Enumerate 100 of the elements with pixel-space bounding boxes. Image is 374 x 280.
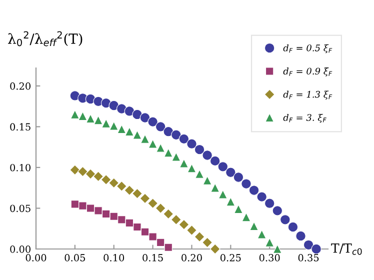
point (194, 232, 205, 242)
point (303, 240, 314, 250)
point (172, 152, 181, 162)
point (186, 225, 197, 236)
point (148, 116, 158, 127)
point (257, 230, 266, 239)
x-tick-label: 0.35 (298, 254, 319, 262)
point (117, 124, 126, 134)
point (226, 197, 236, 206)
legend-label: d$_{F}$ = 3. ξ$_{F}$ (283, 114, 326, 123)
point (272, 244, 282, 254)
point (170, 214, 182, 225)
y-axis-title: λ$_{0}$$^{2}$/λ$_{eff}$$^{2}$(T) (8, 31, 82, 46)
legend-label: d$_{F}$ = 0.5 ξ$_{F}$ (283, 44, 332, 54)
point (124, 127, 134, 136)
y-tick-label: 0.15 (10, 123, 30, 131)
point (78, 112, 88, 121)
point (102, 210, 110, 218)
point (180, 158, 188, 168)
point (148, 139, 158, 148)
point (164, 148, 173, 158)
y-tick-label: 0.00 (10, 245, 30, 253)
point (296, 230, 306, 242)
point (93, 171, 104, 182)
x-tick-label: 0.15 (142, 254, 163, 262)
point (202, 237, 212, 248)
point (171, 130, 182, 140)
point (202, 176, 212, 185)
point (70, 164, 80, 176)
point (226, 167, 236, 178)
point (210, 156, 220, 166)
point (78, 202, 87, 210)
point (125, 218, 134, 228)
point (218, 190, 228, 199)
point (85, 168, 96, 180)
point (132, 188, 142, 199)
point (86, 114, 95, 123)
y-tick-label: 0.05 (10, 204, 30, 212)
point (133, 222, 142, 232)
point (124, 106, 135, 116)
y-tick-label: 0.10 (10, 164, 30, 172)
point (186, 138, 197, 149)
point (124, 185, 135, 196)
point (116, 181, 127, 192)
point (218, 162, 228, 172)
point (140, 112, 150, 123)
point (163, 208, 174, 220)
x-tick-label: 0.05 (64, 254, 86, 262)
point (233, 172, 244, 182)
point (210, 183, 220, 192)
point (156, 238, 165, 247)
point (132, 130, 142, 140)
x-tick-label: 0.20 (182, 254, 202, 262)
point (280, 214, 290, 225)
point (70, 200, 80, 208)
x-tick-label: 0.25 (220, 254, 241, 262)
point (155, 203, 166, 214)
point (210, 244, 220, 254)
point (195, 170, 204, 178)
point (288, 222, 298, 232)
point (100, 174, 112, 185)
point (272, 206, 283, 216)
point (132, 109, 142, 120)
point (248, 185, 260, 196)
point (108, 178, 120, 188)
point (110, 212, 118, 220)
point (86, 204, 95, 212)
point (94, 116, 103, 125)
point (164, 243, 172, 252)
x-tick-label: 0.00 (26, 254, 46, 262)
point (78, 166, 88, 177)
point (148, 232, 157, 241)
point (202, 150, 212, 160)
point (250, 222, 258, 231)
point (94, 206, 102, 215)
point (241, 178, 252, 189)
point (108, 100, 120, 111)
point (194, 144, 205, 155)
legend-label: d$_{F}$ = 0.9 ξ$_{F}$ (283, 68, 332, 76)
point (178, 219, 190, 230)
point (178, 134, 190, 144)
x-tick-label: 0.10 (104, 254, 124, 262)
point (265, 238, 274, 247)
point (118, 216, 126, 224)
y-tick-label: 0.20 (10, 82, 30, 90)
point (140, 228, 150, 236)
point (187, 164, 196, 173)
point (140, 193, 150, 204)
point (148, 198, 158, 209)
x-axis-title: T/T$_{c0}$ (331, 244, 362, 255)
x-tick-label: 0.30 (259, 254, 280, 262)
point (70, 110, 80, 119)
point (311, 244, 322, 254)
point (256, 192, 267, 202)
point (109, 121, 118, 130)
legend-label: d$_{F}$ = 1.3 ξ$_{F}$ (283, 90, 332, 100)
point (264, 198, 275, 208)
point (234, 204, 243, 214)
point (242, 212, 251, 222)
point (155, 122, 166, 132)
